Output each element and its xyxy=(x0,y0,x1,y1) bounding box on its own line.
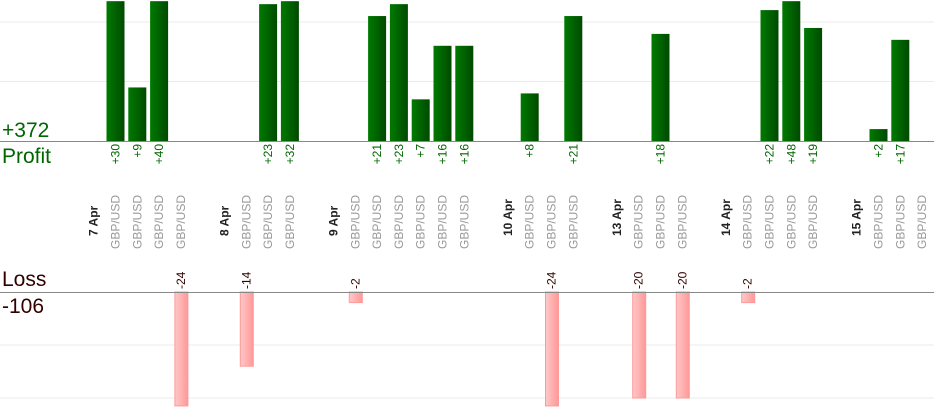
profit-value-label: +23 xyxy=(392,144,406,165)
loss-bar xyxy=(632,291,647,399)
pair-label: GBP/USD xyxy=(174,195,188,249)
profit-bar xyxy=(259,4,278,142)
profit-value-label: +9 xyxy=(130,144,144,158)
pair-label: GBP/USD xyxy=(545,195,559,249)
pair-label: GBP/USD xyxy=(675,195,689,249)
date-label: 8 Apr xyxy=(218,205,232,236)
profit-value-label: +40 xyxy=(152,144,166,165)
profit-bar xyxy=(782,1,801,141)
pair-label: GBP/USD xyxy=(566,195,580,249)
profit-bar xyxy=(433,45,452,141)
date-label: 7 Apr xyxy=(87,205,101,236)
profit-label: Profit xyxy=(2,145,52,168)
profit-bar xyxy=(891,39,910,141)
pair-label: GBP/USD xyxy=(283,195,297,249)
profit-value-label: +17 xyxy=(893,144,907,165)
profit-bar xyxy=(128,87,147,141)
pair-label: GBP/USD xyxy=(654,195,668,249)
profit-bar xyxy=(368,16,387,141)
profit-value-label: +19 xyxy=(806,144,820,165)
profit-bar xyxy=(106,1,125,141)
pair-label: GBP/USD xyxy=(370,195,384,249)
profit-bar xyxy=(280,1,299,141)
loss-value-label: -20 xyxy=(632,271,646,289)
loss-bar xyxy=(741,291,756,304)
profit-value-label: +32 xyxy=(283,144,297,165)
profit-value-label: +8 xyxy=(523,144,537,158)
profit-value-label: +21 xyxy=(566,144,580,165)
date-label: 10 Apr xyxy=(501,199,515,236)
loss-value-label: -2 xyxy=(348,278,362,289)
profit-bar xyxy=(760,10,779,141)
pair-label: GBP/USD xyxy=(806,195,820,249)
profit-value-label: +16 xyxy=(436,144,450,165)
profit-bar xyxy=(150,1,169,141)
profit-bar xyxy=(869,129,888,141)
pair-label: GBP/USD xyxy=(784,195,798,249)
profit-bar xyxy=(520,93,539,141)
pair-label: GBP/USD xyxy=(109,195,123,249)
profit-value-label: +22 xyxy=(763,144,777,165)
loss-value-label: -20 xyxy=(675,271,689,289)
loss-value-label: -14 xyxy=(239,271,253,289)
pair-label: GBP/USD xyxy=(414,195,428,249)
profit-bar xyxy=(411,99,430,141)
profit-value-label: +18 xyxy=(654,144,668,165)
pair-label: GBP/USD xyxy=(741,195,755,249)
pair-label: GBP/USD xyxy=(348,195,362,249)
pair-label: GBP/USD xyxy=(261,195,275,249)
loss-value-label: -24 xyxy=(545,271,559,289)
profit-value-label: +2 xyxy=(872,144,886,158)
pair-label: GBP/USD xyxy=(130,195,144,249)
profit-bar xyxy=(804,27,823,142)
pair-label: GBP/USD xyxy=(392,195,406,249)
profit-value-label: +30 xyxy=(109,144,123,165)
profit-bar xyxy=(389,4,408,142)
loss-bar xyxy=(545,291,559,407)
pair-label: GBP/USD xyxy=(632,195,646,249)
profit-value-label: +7 xyxy=(414,144,428,158)
pair-label: GBP/USD xyxy=(523,195,537,249)
loss-value-label: -24 xyxy=(174,271,188,289)
loss-bar xyxy=(239,291,254,367)
loss-bar xyxy=(174,291,189,407)
loss-total: -106 xyxy=(2,295,45,318)
profit-bar xyxy=(564,16,583,141)
loss-bar xyxy=(348,291,363,304)
date-label: 13 Apr xyxy=(610,199,624,236)
date-label: 9 Apr xyxy=(327,205,341,236)
loss-value-label: -2 xyxy=(741,278,755,289)
pair-label: GBP/USD xyxy=(763,195,777,249)
profit-value-label: +21 xyxy=(370,144,384,165)
date-label: 15 Apr xyxy=(850,199,864,236)
loss-bar xyxy=(675,291,690,399)
profit-total: +372 xyxy=(2,119,50,142)
profit-bar xyxy=(455,45,474,141)
date-label: 14 Apr xyxy=(719,199,733,236)
profit-value-label: +23 xyxy=(261,144,275,165)
pair-label: GBP/USD xyxy=(239,195,253,249)
profit-value-label: +16 xyxy=(457,144,471,165)
pair-label: GBP/USD xyxy=(457,195,471,249)
pair-label: GBP/USD xyxy=(893,195,907,249)
profit-value-label: +48 xyxy=(784,144,798,165)
loss-label: Loss xyxy=(2,268,47,291)
pair-label: GBP/USD xyxy=(872,195,886,249)
pair-label: GBP/USD xyxy=(152,195,166,249)
pair-label: GBP/USD xyxy=(915,195,929,249)
profit-bar xyxy=(651,33,670,141)
pair-label: GBP/USD xyxy=(436,195,450,249)
